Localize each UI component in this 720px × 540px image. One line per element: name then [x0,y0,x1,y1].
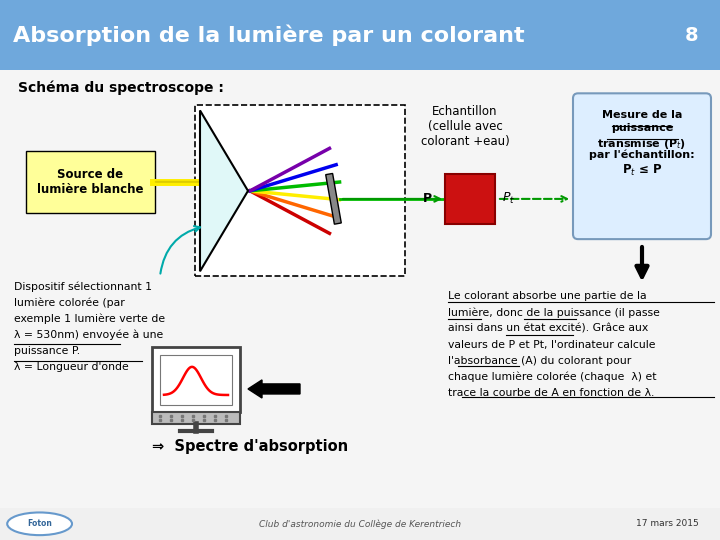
Text: valeurs de P et Pt, l'ordinateur calcule: valeurs de P et Pt, l'ordinateur calcule [448,340,655,350]
Text: lumière, donc de la puissance (il passe: lumière, donc de la puissance (il passe [448,307,660,318]
Text: trace la courbe de A en fonction de λ.: trace la courbe de A en fonction de λ. [448,388,654,398]
Text: Echantillon
(cellule avec
colorant +eau): Echantillon (cellule avec colorant +eau) [420,105,509,148]
FancyArrow shape [248,380,300,398]
Text: Dispositif sélectionnant 1: Dispositif sélectionnant 1 [14,281,152,292]
Text: transmise (P$_t$): transmise (P$_t$) [598,137,687,151]
Text: Foton: Foton [27,519,52,528]
Ellipse shape [7,512,72,535]
Text: Club d'astronomie du Collège de Kerentriech: Club d'astronomie du Collège de Kerentri… [259,519,461,529]
Text: Le colorant absorbe une partie de la: Le colorant absorbe une partie de la [448,292,647,301]
Text: P: P [423,192,432,205]
Text: l'absorbance (A) du colorant pour: l'absorbance (A) du colorant pour [448,356,631,366]
Text: chaque lumière colorée (chaque  λ) et: chaque lumière colorée (chaque λ) et [448,372,657,382]
Text: $P_t$: $P_t$ [502,191,516,206]
Text: puissance P.: puissance P. [14,346,80,356]
Text: Schéma du spectroscope :: Schéma du spectroscope : [18,80,224,94]
Text: Source de
lumière blanche: Source de lumière blanche [37,168,143,196]
Text: λ = 530nm) envoyée à une: λ = 530nm) envoyée à une [14,329,163,340]
Text: P$_t$ ≤ P: P$_t$ ≤ P [622,163,662,178]
Text: 17 mars 2015: 17 mars 2015 [636,519,698,528]
Bar [152,412,240,424]
Text: exemple 1 lumière verte de: exemple 1 lumière verte de [14,314,165,324]
Text: ⇒  Spectre d'absorption: ⇒ Spectre d'absorption [152,439,348,454]
Text: λ = Longueur d'onde: λ = Longueur d'onde [14,362,129,372]
Text: Mesure de la: Mesure de la [602,110,682,120]
FancyBboxPatch shape [26,151,155,213]
Text: ainsi dans un état excité). Grâce aux: ainsi dans un état excité). Grâce aux [448,323,648,334]
Text: par l'échantillon:: par l'échantillon: [589,150,695,160]
Text: Absorption de la lumière par un colorant: Absorption de la lumière par un colorant [13,24,525,46]
Text: 8: 8 [685,25,698,45]
Polygon shape [200,110,248,271]
Text: puissance: puissance [611,124,673,133]
Bar [152,347,240,412]
Text: lumière colorée (par: lumière colorée (par [14,298,125,308]
Bar [325,173,341,224]
Bar [160,355,232,405]
Bar [445,174,495,224]
Bar [195,105,405,276]
FancyBboxPatch shape [573,93,711,239]
